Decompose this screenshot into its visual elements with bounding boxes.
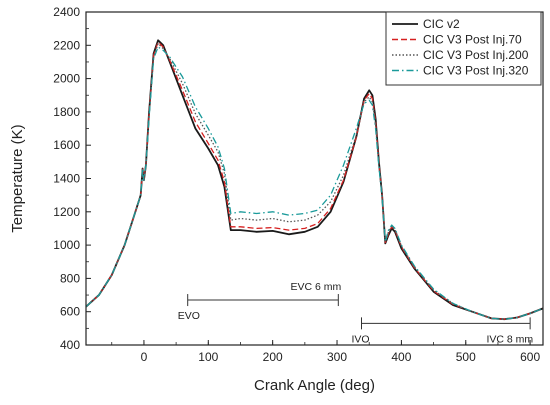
x-tick-label: 300 bbox=[327, 350, 347, 364]
y-axis-title: Temperature (K) bbox=[9, 124, 26, 232]
legend-label-1: CIC V3 Post Inj.70 bbox=[423, 33, 522, 47]
y-tick-label: 1600 bbox=[53, 138, 80, 152]
series-line-3 bbox=[85, 46, 544, 320]
annotation-start-label: IVO bbox=[351, 333, 369, 345]
plot-area-frame bbox=[85, 11, 544, 346]
series-lines bbox=[85, 39, 544, 321]
y-tick-label: 1000 bbox=[53, 238, 80, 252]
y-tick-label: 1800 bbox=[53, 105, 80, 119]
valve-timing-annotations: EVO EVC 6 mm IVO IVC 8 mm bbox=[178, 281, 534, 345]
x-tick-label: 200 bbox=[263, 350, 283, 364]
y-tick-label: 400 bbox=[60, 338, 80, 352]
y-tick-label: 1400 bbox=[53, 172, 80, 186]
y-tick-label: 1200 bbox=[53, 205, 80, 219]
x-tick-label: 500 bbox=[456, 350, 476, 364]
y-tick-label: 800 bbox=[60, 271, 80, 285]
legend-label-2: CIC V3 Post Inj.200 bbox=[423, 48, 529, 62]
annotation-start-label: EVO bbox=[178, 310, 200, 322]
y-tick-label: 2400 bbox=[53, 5, 80, 19]
x-axis-title: Crank Angle (deg) bbox=[254, 377, 375, 394]
legend-label-0: CIC v2 bbox=[423, 17, 460, 31]
axis-ticks: 0 100 200 300 400 500 600 400 600 800 1000 1200 1400… bbox=[53, 5, 540, 364]
x-tick-label: 600 bbox=[520, 350, 540, 364]
annotation-end-label: EVC 6 mm bbox=[291, 281, 342, 293]
annotation-end-label: IVC 8 mm bbox=[486, 333, 533, 345]
x-tick-label: 0 bbox=[141, 350, 148, 364]
x-tick-label: 400 bbox=[391, 350, 411, 364]
y-tick-label: 600 bbox=[60, 305, 80, 319]
x-tick-label: 100 bbox=[198, 350, 218, 364]
legend-label-3: CIC V3 Post Inj.320 bbox=[423, 64, 529, 78]
y-tick-label: 2000 bbox=[53, 72, 80, 86]
y-tick-label: 2200 bbox=[53, 38, 80, 52]
